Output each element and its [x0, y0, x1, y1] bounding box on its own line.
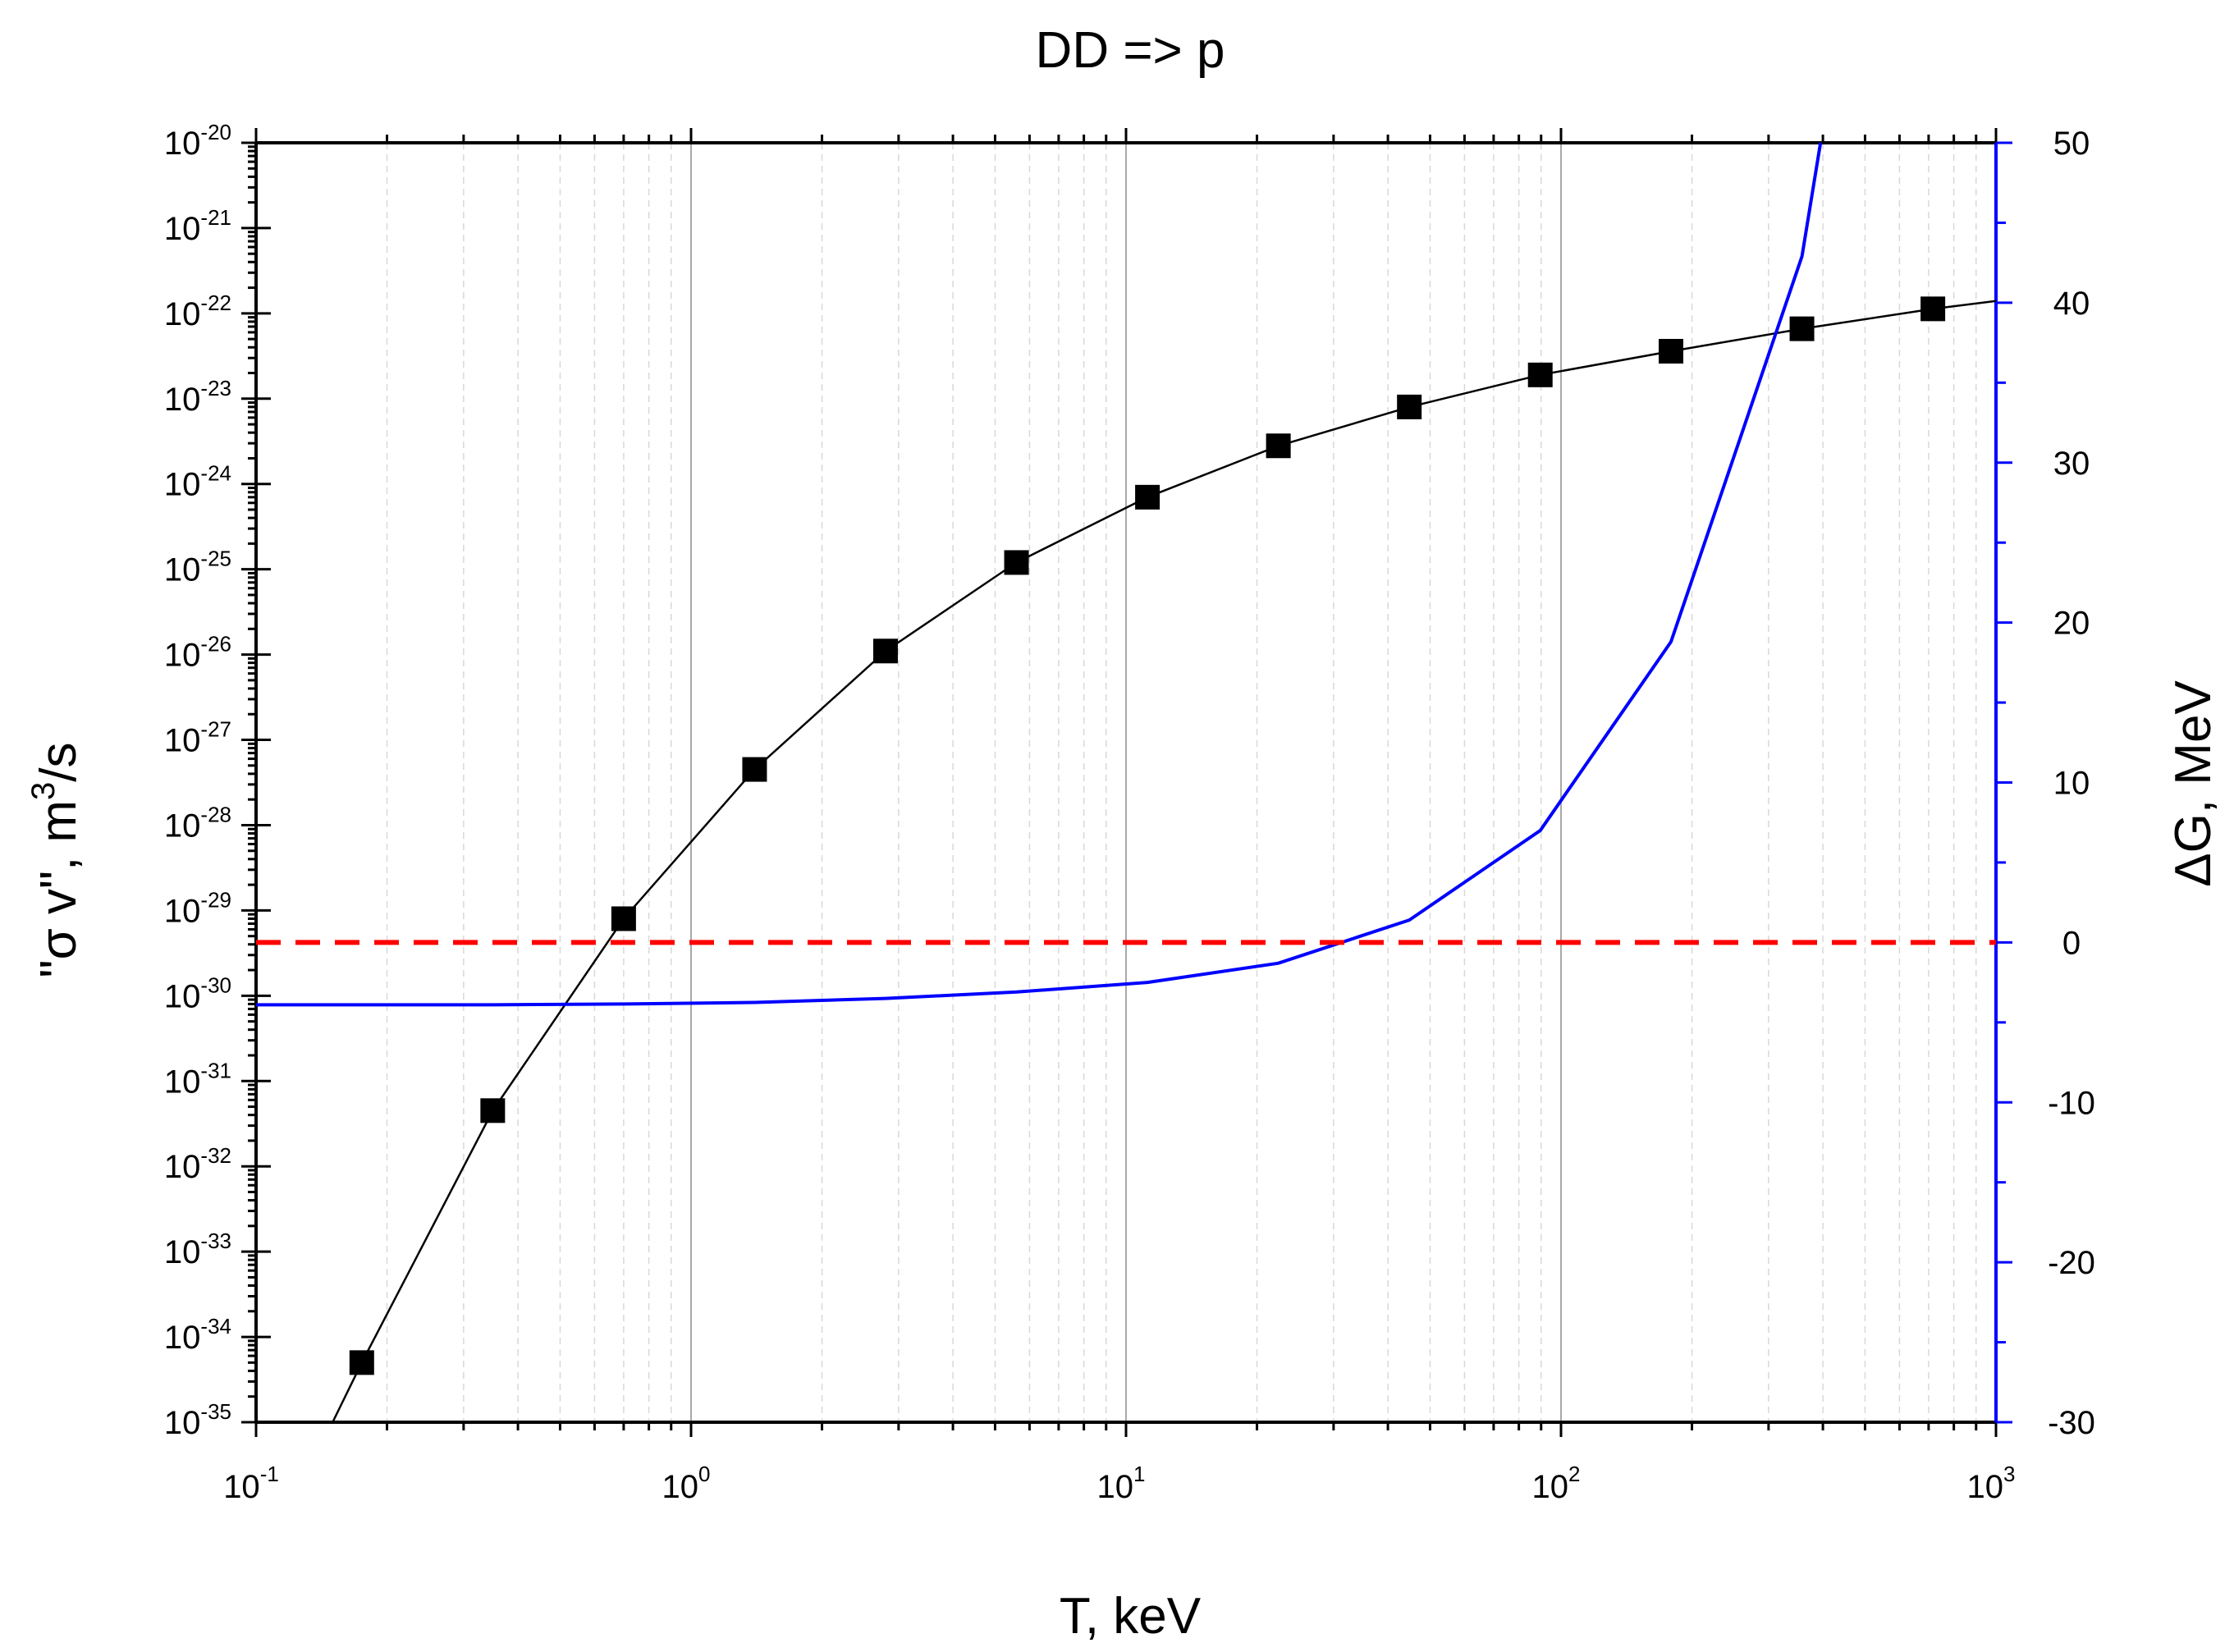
x-tick-label: 102 — [1532, 1462, 1581, 1505]
y-right-title-text: G, MeV — [2165, 680, 2222, 853]
series-line-sigma-v — [332, 300, 1997, 1423]
data-point-sigma-v — [1397, 394, 1422, 419]
y-right-tick-label: -20 — [2048, 1245, 2095, 1281]
y-left-tick-label: 10-24 — [164, 461, 231, 503]
y-left-title-sigma: σ — [30, 928, 87, 959]
y-left-tick-label: 10-20 — [164, 120, 231, 162]
grid-lines — [386, 143, 1977, 1422]
data-point-sigma-v — [1659, 338, 1684, 364]
y-left-title-text: v", m — [30, 800, 87, 928]
y-right-tick-label: -10 — [2048, 1085, 2095, 1121]
y-left-tick-label: 10-35 — [164, 1399, 231, 1441]
y-left-tick-label: 10-33 — [164, 1229, 231, 1270]
y-left-title-sup: 3 — [25, 782, 62, 800]
data-point-sigma-v — [1135, 484, 1160, 510]
y-right-tick-label: 30 — [2053, 446, 2090, 482]
data-point-sigma-v — [1920, 296, 1946, 322]
series-layer — [256, 142, 1997, 1423]
data-point-sigma-v — [1266, 433, 1291, 459]
y-left-title-unit: /s — [30, 742, 87, 781]
y-left-tick-label: 10-26 — [164, 632, 231, 674]
data-point-sigma-v — [742, 757, 767, 782]
data-point-sigma-v — [480, 1098, 506, 1123]
y-left-title-quote-open: " — [30, 960, 87, 978]
ticks-layer: 10-1 100 101 102 10310-2010-2110-2210-2310-2… — [164, 120, 2095, 1505]
y-left-tick-label: 10-34 — [164, 1314, 231, 1356]
x-tick-label: 103 — [1967, 1462, 2016, 1505]
y-left-tick-label: 10-23 — [164, 376, 231, 418]
y-left-tick-label: 10-21 — [164, 205, 231, 247]
data-point-sigma-v — [872, 638, 898, 664]
y-right-tick-label: 10 — [2053, 766, 2090, 802]
y-right-title-delta: Δ — [2165, 853, 2222, 886]
y-left-tick-label: 10-28 — [164, 802, 231, 844]
y-left-tick-label: 10-32 — [164, 1143, 231, 1185]
data-point-sigma-v — [349, 1350, 374, 1375]
y-right-tick-label: 20 — [2053, 606, 2090, 642]
data-point-sigma-v — [1004, 550, 1029, 575]
y-left-tick-label: 10-25 — [164, 547, 231, 588]
chart-title: DD => p — [1036, 22, 1225, 79]
data-point-sigma-v — [611, 906, 636, 931]
data-point-sigma-v — [1527, 362, 1553, 387]
x-axis-title: T, keV — [1060, 1588, 1202, 1645]
y-left-tick-label: 10-29 — [164, 887, 231, 929]
y-right-tick-label: 50 — [2053, 126, 2090, 162]
y-right-tick-label: 40 — [2053, 286, 2090, 322]
y-left-tick-label: 10-31 — [164, 1058, 231, 1100]
y-right-tick-label: -30 — [2048, 1405, 2095, 1441]
series-line-delta-g — [256, 142, 1823, 1007]
y-left-tick-label: 10-30 — [164, 972, 231, 1014]
x-tick-label: 101 — [1097, 1462, 1146, 1505]
data-point-sigma-v — [1789, 316, 1815, 341]
x-tick-label: 100 — [662, 1462, 711, 1505]
y-left-tick-label: 10-22 — [164, 291, 231, 332]
y-right-tick-label: 0 — [2062, 925, 2081, 961]
y-right-axis-title: ΔG, MeV — [2165, 680, 2222, 887]
x-tick-label: 10-1 — [223, 1462, 279, 1505]
y-left-axis-title: "σ v", m3/s — [25, 742, 87, 977]
y-left-tick-label: 10-27 — [164, 717, 231, 759]
